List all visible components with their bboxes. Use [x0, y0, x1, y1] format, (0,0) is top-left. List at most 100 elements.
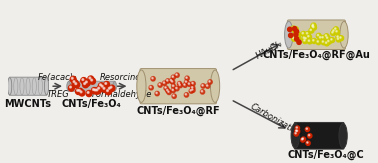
Ellipse shape [8, 78, 12, 95]
Circle shape [293, 27, 298, 32]
Circle shape [324, 34, 329, 39]
Circle shape [170, 79, 172, 81]
Circle shape [332, 29, 336, 34]
Circle shape [164, 86, 168, 90]
Circle shape [306, 33, 308, 34]
Circle shape [331, 31, 336, 36]
Circle shape [71, 77, 73, 79]
Circle shape [306, 141, 310, 145]
Circle shape [302, 36, 307, 41]
Circle shape [312, 25, 316, 30]
Text: MWCNTs: MWCNTs [5, 99, 52, 109]
Circle shape [102, 86, 108, 92]
Circle shape [185, 81, 186, 82]
Circle shape [297, 33, 298, 35]
Circle shape [208, 80, 212, 84]
Circle shape [319, 37, 321, 38]
Circle shape [308, 40, 310, 41]
Circle shape [184, 84, 185, 85]
Circle shape [172, 84, 176, 89]
Circle shape [173, 95, 174, 96]
Circle shape [302, 138, 304, 139]
Circle shape [296, 130, 297, 131]
FancyBboxPatch shape [68, 81, 115, 91]
Circle shape [296, 37, 301, 42]
Circle shape [170, 80, 175, 84]
Circle shape [99, 84, 101, 86]
Circle shape [100, 84, 106, 90]
Circle shape [74, 82, 80, 88]
Circle shape [325, 35, 327, 36]
Circle shape [206, 84, 210, 88]
Circle shape [321, 36, 326, 40]
Circle shape [336, 35, 341, 40]
Circle shape [293, 29, 295, 30]
Circle shape [176, 74, 177, 75]
FancyBboxPatch shape [140, 69, 217, 104]
Circle shape [77, 89, 79, 91]
Circle shape [93, 89, 94, 90]
Circle shape [171, 88, 175, 93]
Circle shape [325, 36, 330, 41]
Circle shape [317, 41, 318, 42]
Circle shape [152, 77, 153, 79]
Circle shape [80, 91, 82, 93]
Ellipse shape [137, 70, 146, 102]
Circle shape [87, 92, 89, 93]
Circle shape [191, 82, 195, 86]
Circle shape [288, 27, 292, 32]
Text: CNTs/Fe₃O₄@RF: CNTs/Fe₃O₄@RF [136, 105, 220, 116]
Circle shape [306, 128, 307, 129]
Circle shape [308, 134, 312, 138]
Circle shape [169, 79, 174, 83]
Text: Formaldehyde: Formaldehyde [92, 90, 152, 99]
Circle shape [178, 83, 183, 88]
Circle shape [95, 88, 101, 94]
Circle shape [296, 34, 301, 39]
Circle shape [79, 90, 85, 96]
Circle shape [316, 40, 321, 45]
Circle shape [330, 38, 335, 43]
Circle shape [105, 89, 112, 95]
Circle shape [110, 86, 112, 88]
Circle shape [93, 88, 99, 94]
Circle shape [96, 89, 98, 91]
Text: Carbonization: Carbonization [248, 102, 303, 139]
Circle shape [91, 79, 93, 81]
Ellipse shape [291, 123, 299, 148]
Circle shape [70, 86, 71, 88]
Circle shape [332, 32, 333, 33]
Circle shape [318, 36, 323, 41]
Circle shape [334, 27, 338, 32]
Circle shape [337, 36, 338, 37]
Ellipse shape [285, 21, 293, 48]
Circle shape [209, 81, 210, 82]
Circle shape [337, 38, 339, 39]
Circle shape [302, 139, 303, 140]
Circle shape [171, 75, 175, 80]
Circle shape [307, 142, 308, 143]
Text: CNTs/Fe₃O₄@C: CNTs/Fe₃O₄@C [287, 150, 364, 160]
Circle shape [200, 90, 204, 94]
Circle shape [292, 28, 297, 32]
Circle shape [335, 28, 336, 29]
Circle shape [172, 89, 174, 90]
Circle shape [294, 32, 298, 37]
Circle shape [311, 24, 316, 29]
Circle shape [192, 82, 193, 84]
Circle shape [179, 84, 180, 85]
Circle shape [178, 82, 180, 84]
Circle shape [185, 94, 186, 95]
Circle shape [190, 90, 191, 91]
Circle shape [322, 37, 323, 38]
Circle shape [331, 39, 332, 40]
Circle shape [291, 26, 296, 31]
Circle shape [185, 76, 189, 81]
Circle shape [103, 87, 105, 89]
Circle shape [312, 25, 313, 27]
Circle shape [78, 89, 80, 91]
Circle shape [328, 40, 329, 42]
Circle shape [172, 94, 176, 98]
Circle shape [297, 40, 301, 44]
Circle shape [188, 83, 189, 84]
